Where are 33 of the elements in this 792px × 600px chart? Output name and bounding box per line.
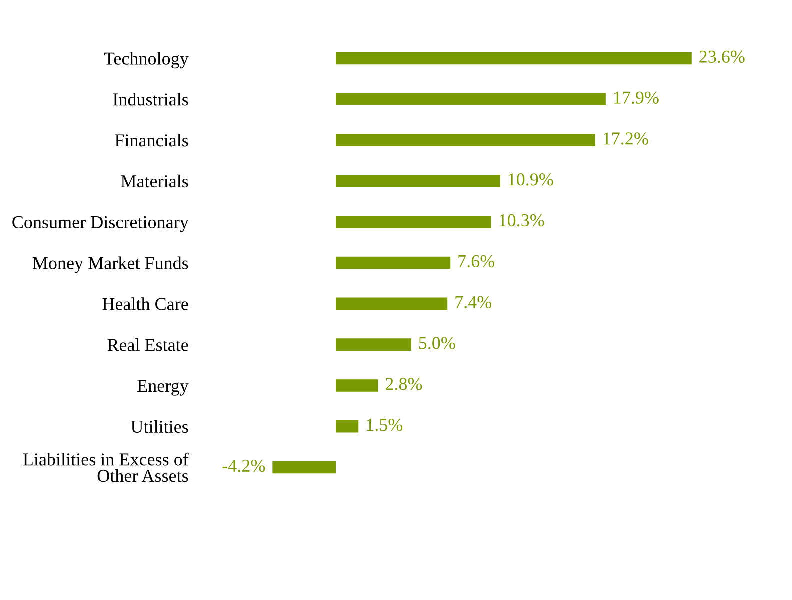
bar: [336, 134, 596, 146]
y-tick-label: Liabilities in Excess of Other Assets: [23, 452, 189, 482]
data-label: 7.6%: [458, 255, 495, 268]
y-tick-label: Materials: [121, 174, 188, 188]
y-tick-label: Industrials: [113, 93, 188, 106]
data-label: -4.2%: [222, 460, 266, 472]
bar: [336, 175, 500, 188]
bar: [336, 216, 492, 228]
bar: [336, 338, 412, 351]
y-tick-label: Health Care: [102, 298, 188, 310]
bar: [336, 380, 378, 392]
bar: [336, 298, 448, 310]
y-tick-label: Energy: [138, 380, 189, 396]
y-tick-label: Financials: [115, 134, 188, 147]
bar: [336, 256, 451, 270]
data-label: 1.5%: [367, 418, 403, 432]
data-label: 10.9%: [508, 174, 554, 186]
data-label: 23.6%: [700, 50, 745, 64]
y-tick-label: Utilities: [131, 420, 188, 434]
bar: [336, 93, 606, 106]
data-label: 5.0%: [419, 337, 456, 350]
y-tick-label: Consumer Discretionary: [12, 216, 189, 232]
data-label: 2.8%: [386, 378, 422, 390]
data-label: 17.2%: [604, 132, 648, 145]
y-tick-label: Money Market Funds: [32, 256, 188, 274]
y-tick-label: Real Estate: [108, 338, 188, 352]
y-tick-label: Technology: [104, 52, 189, 69]
bar: [336, 420, 359, 433]
data-label: 17.9%: [614, 92, 659, 104]
bar: [272, 461, 336, 474]
bar: [336, 52, 692, 65]
data-label: 7.4%: [456, 296, 492, 309]
data-label: 10.3%: [500, 214, 544, 227]
